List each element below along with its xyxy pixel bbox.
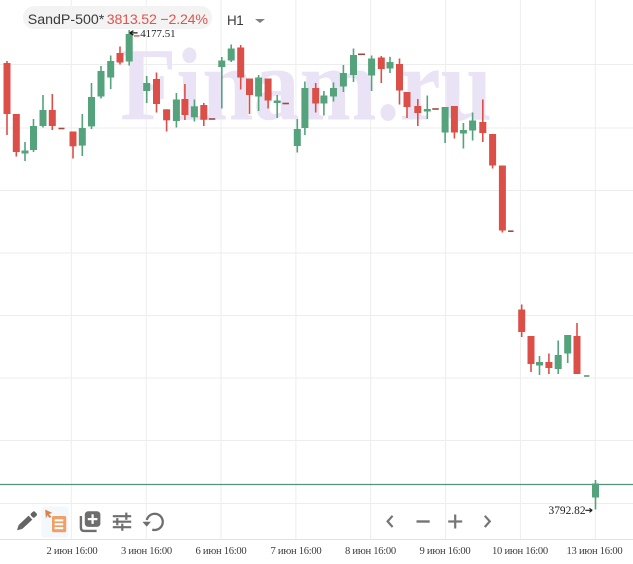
- svg-text:3792.82: 3792.82: [549, 505, 586, 517]
- svg-text:4177.51: 4177.51: [140, 28, 175, 40]
